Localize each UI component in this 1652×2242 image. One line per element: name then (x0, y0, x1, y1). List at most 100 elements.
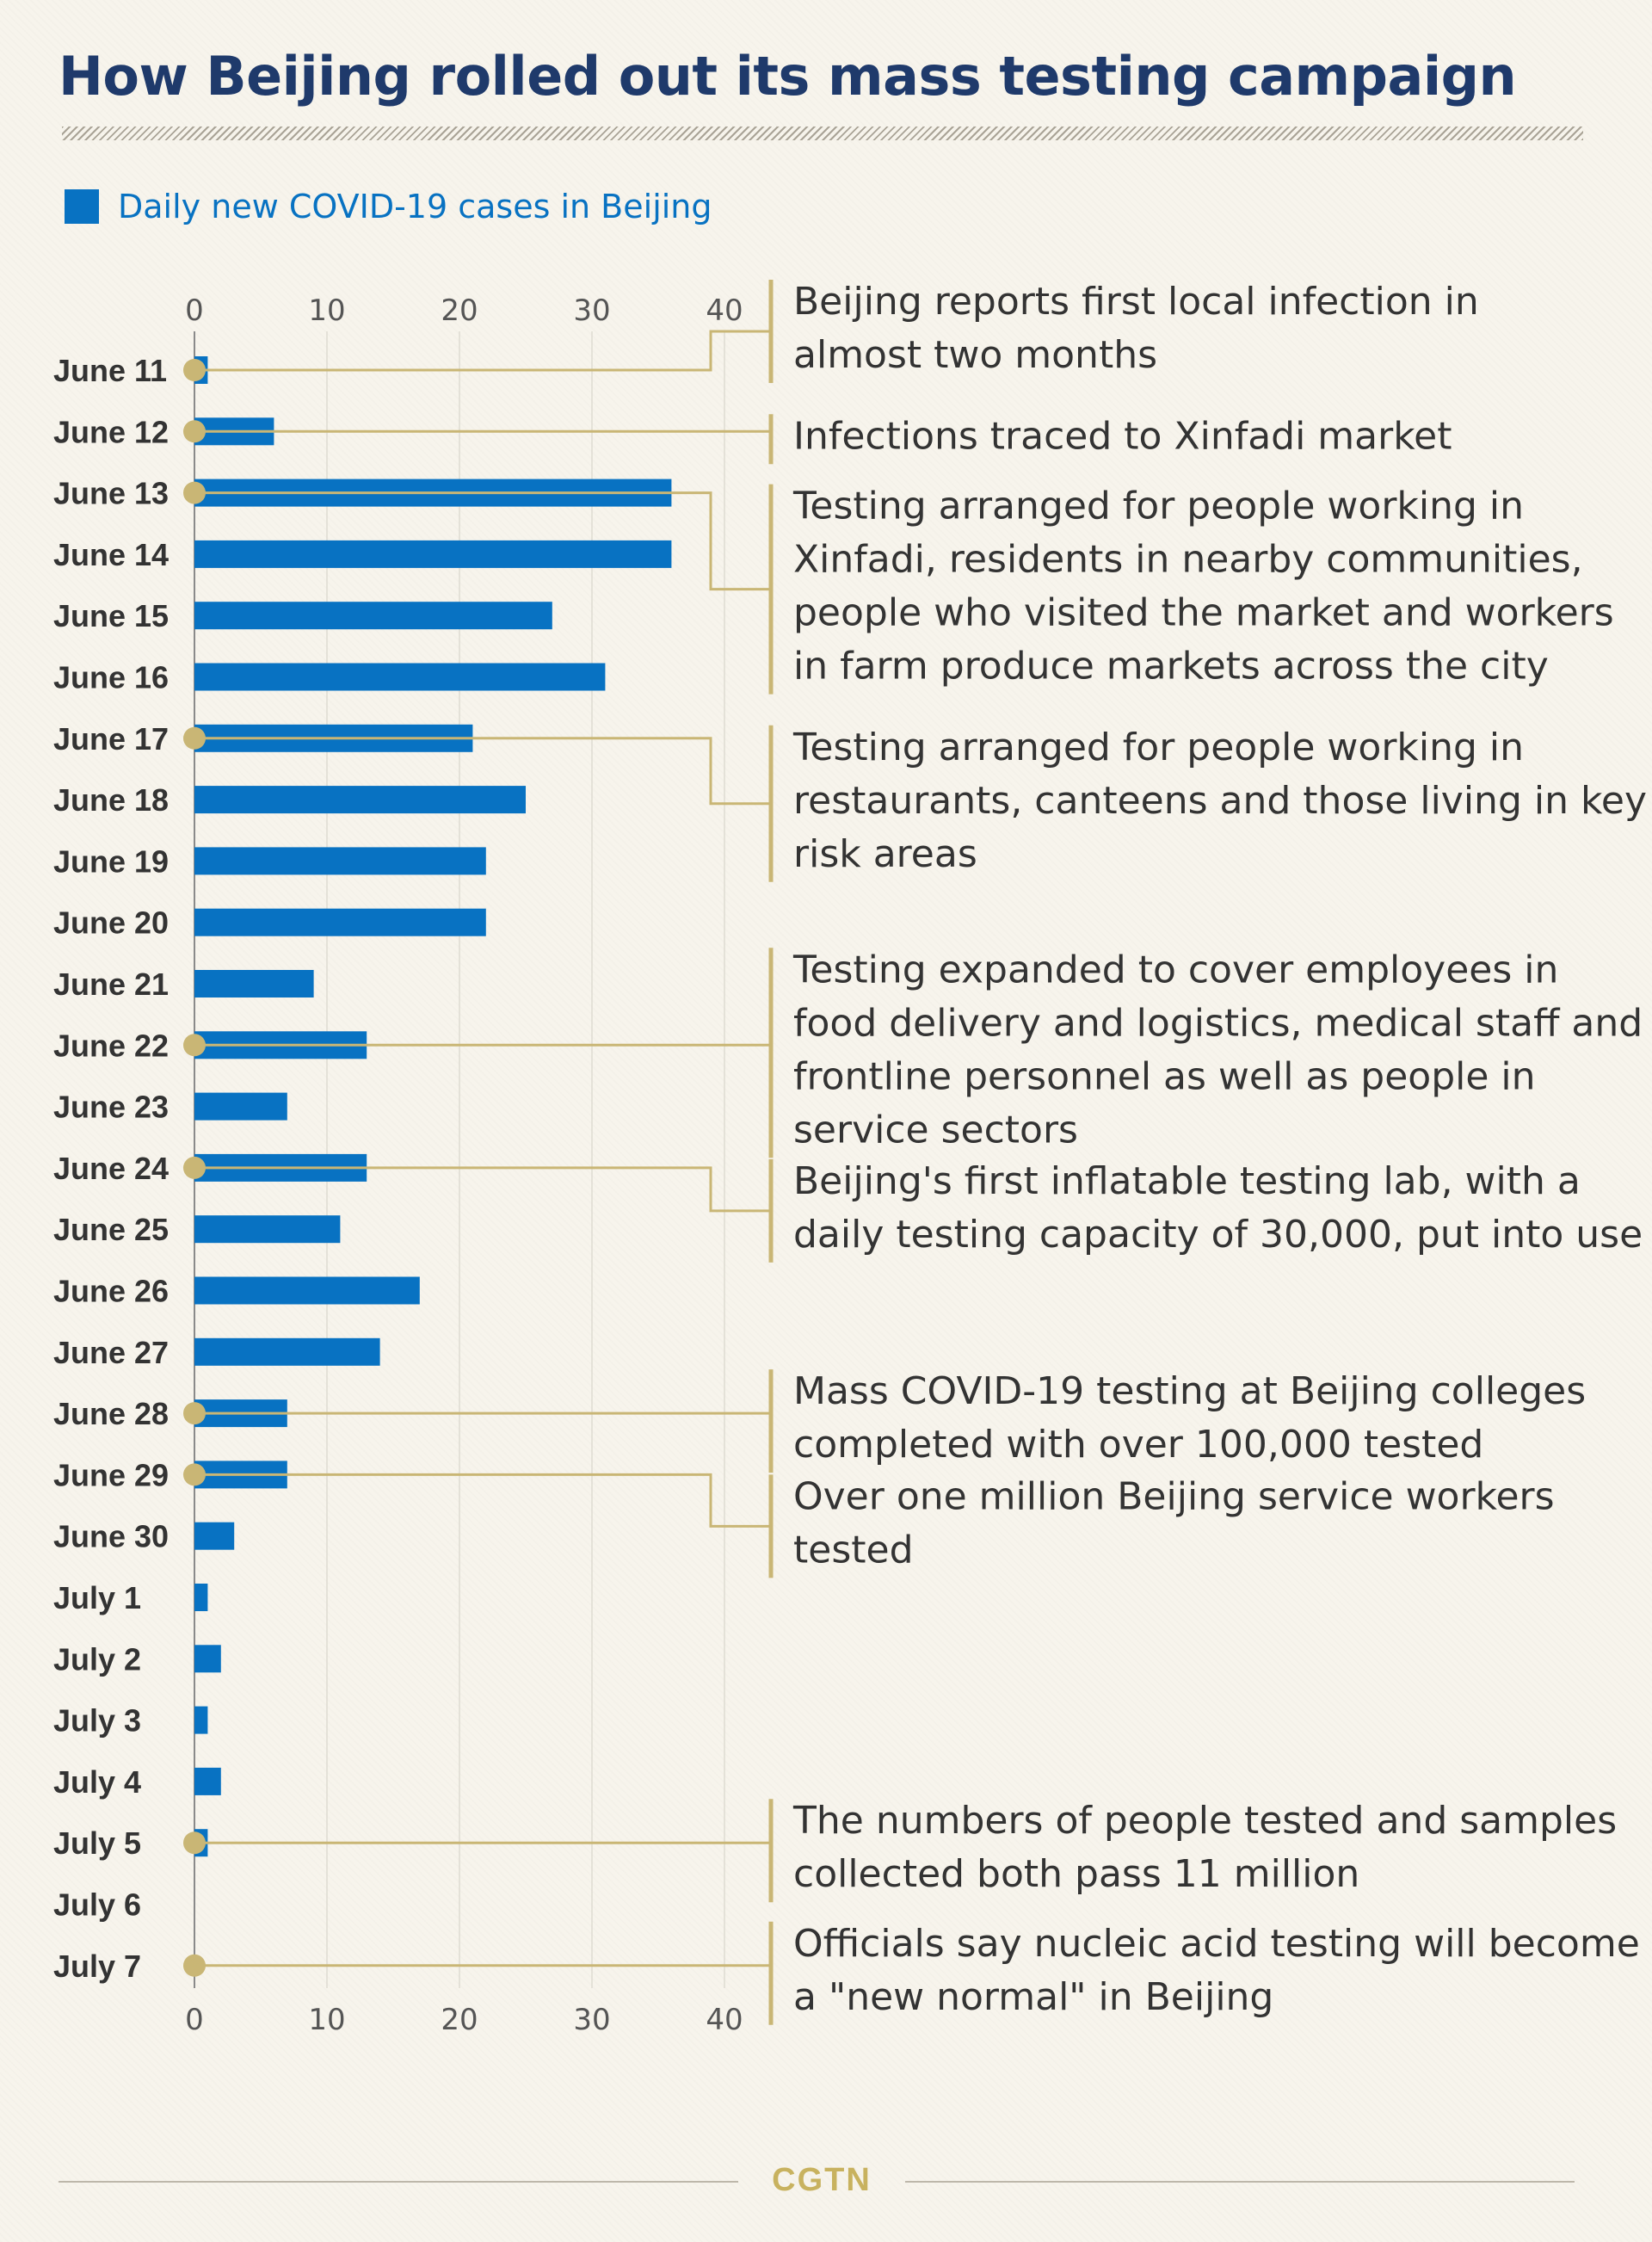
annotation-line: Infections traced to Xinfadi market (793, 414, 1452, 458)
category-label: July 2 (53, 1641, 141, 1677)
legend: Daily new COVID-19 cases in Beijing (65, 185, 712, 228)
category-label: June 28 (53, 1396, 169, 1431)
annotation-line: risk areas (793, 832, 977, 876)
category-label: June 22 (53, 1028, 169, 1063)
category-label: June 20 (53, 905, 169, 941)
bar (194, 663, 606, 691)
bars (194, 356, 672, 1857)
bar (194, 1337, 380, 1366)
annotation-line: Beijing reports first local infection in (793, 280, 1479, 324)
annotation-connector (194, 1473, 771, 1528)
category-labels: June 11 June 12 June 13 June 14 June 15 June … (53, 353, 169, 1984)
annotation-marker (183, 1954, 206, 1977)
category-label: July 7 (53, 1949, 141, 1984)
annotation-line: almost two months (793, 333, 1157, 377)
category-label: June 21 (53, 967, 169, 1002)
legend-swatch (65, 189, 99, 224)
annotation-marker (183, 726, 206, 750)
category-label: July 3 (53, 1703, 141, 1739)
annotation-line: tested (793, 1528, 914, 1572)
annotation-text: Beijing's first inflatable testing lab, … (793, 1159, 1643, 1257)
category-label: June 29 (53, 1457, 169, 1492)
annotation-text: Mass COVID-19 testing at Beijing college… (793, 1369, 1586, 1467)
category-label: July 5 (53, 1825, 141, 1861)
bar (194, 786, 526, 814)
category-label: June 16 (53, 660, 169, 695)
annotation-text: Over one million Beijing service workers… (793, 1474, 1555, 1572)
annotation-marker (183, 1156, 206, 1179)
annotation-marker (183, 420, 206, 443)
annotation-marker (183, 1034, 206, 1057)
category-label: June 18 (53, 782, 169, 818)
annotation-line: Over one million Beijing service workers (793, 1474, 1555, 1518)
annotation-text: Testing arranged for people working in Xi… (792, 485, 1614, 689)
annotation-connector (194, 330, 771, 372)
category-label: June 13 (53, 476, 169, 511)
annotation-line: restaurants, canteens and those living i… (793, 779, 1647, 823)
annotation-line: service sectors (793, 1108, 1078, 1152)
chart-title: How Beijing rolled out its mass testing … (59, 45, 1517, 108)
bar (194, 1584, 208, 1611)
annotation-text: Beijing reports first local infection in… (793, 280, 1479, 377)
annotation-marker (183, 1463, 206, 1486)
x-tick-label-bottom: 10 (308, 2003, 345, 2037)
annotation-line: Xinfadi, residents in nearby communities… (793, 538, 1583, 582)
x-tick-label-top: 0 (185, 293, 204, 328)
category-label: June 14 (53, 537, 169, 572)
annotation-text: Testing expanded to cover employees in fo… (792, 948, 1643, 1152)
bar (194, 1215, 341, 1244)
x-tick-label-bottom: 20 (441, 2003, 478, 2037)
x-tick-label-bottom: 40 (706, 2003, 743, 2037)
legend-label: Daily new COVID-19 cases in Beijing (118, 188, 712, 225)
category-label: June 26 (53, 1274, 169, 1309)
annotation-line: The numbers of people tested and samples (792, 1799, 1617, 1843)
category-label: June 25 (53, 1212, 169, 1247)
annotation-text: Officials say nucleic acid testing will … (793, 1922, 1640, 2019)
x-tick-label-bottom: 0 (185, 2003, 204, 2037)
footer-divider-right (905, 2181, 1575, 2183)
bar (194, 1645, 221, 1673)
annotation-connector (194, 737, 771, 806)
category-label: June 15 (53, 598, 169, 633)
category-label: June 11 (53, 353, 167, 388)
annotation-connector (194, 491, 771, 591)
category-label: June 27 (53, 1335, 169, 1370)
cgtn-logo: CGTN (772, 2162, 872, 2198)
bar (194, 847, 486, 875)
bar (194, 908, 486, 936)
annotation-marker (183, 359, 206, 381)
x-tick-label-bottom: 30 (573, 2003, 610, 2037)
annotation-line: Testing arranged for people working in (792, 485, 1524, 528)
category-label: June 12 (53, 414, 169, 449)
category-label: July 6 (53, 1887, 141, 1923)
annotation-line: people who visited the market and worker… (793, 591, 1614, 635)
annotations: Beijing reports first local infection in… (792, 280, 1647, 2019)
category-label: July 4 (53, 1764, 141, 1800)
annotation-line: Testing arranged for people working in (792, 726, 1524, 769)
x-tick-label-top: 40 (706, 293, 743, 328)
bar (194, 1522, 235, 1550)
x-tick-label-top: 30 (573, 293, 610, 328)
bar (194, 602, 552, 630)
bar (194, 1092, 287, 1121)
x-tick-label-top: 10 (308, 293, 345, 328)
annotation-line: a "new normal" in Beijing (793, 1975, 1273, 2019)
category-label: June 17 (53, 721, 169, 757)
annotation-line: in farm produce markets across the city (793, 645, 1549, 689)
annotation-line: Mass COVID-19 testing at Beijing college… (793, 1369, 1586, 1413)
annotation-line: collected both pass 11 million (793, 1852, 1359, 1896)
annotation-line: daily testing capacity of 30,000, put in… (793, 1213, 1643, 1257)
annotation-line: Testing expanded to cover employees in (792, 948, 1558, 991)
category-label: June 24 (53, 1151, 169, 1186)
annotation-line: frontline personnel as well as people in (793, 1054, 1536, 1098)
title-divider (62, 127, 1583, 140)
category-label: June 30 (53, 1519, 169, 1554)
annotation-line: Beijing's first inflatable testing lab, … (793, 1159, 1581, 1203)
annotation-line: Officials say nucleic acid testing will … (793, 1922, 1640, 1966)
annotation-text: Testing arranged for people working in re… (792, 726, 1647, 876)
bar (194, 540, 672, 568)
annotation-line: food delivery and logistics, medical sta… (793, 1001, 1643, 1045)
bar (194, 970, 314, 997)
annotation-line: completed with over 100,000 tested (793, 1423, 1483, 1467)
